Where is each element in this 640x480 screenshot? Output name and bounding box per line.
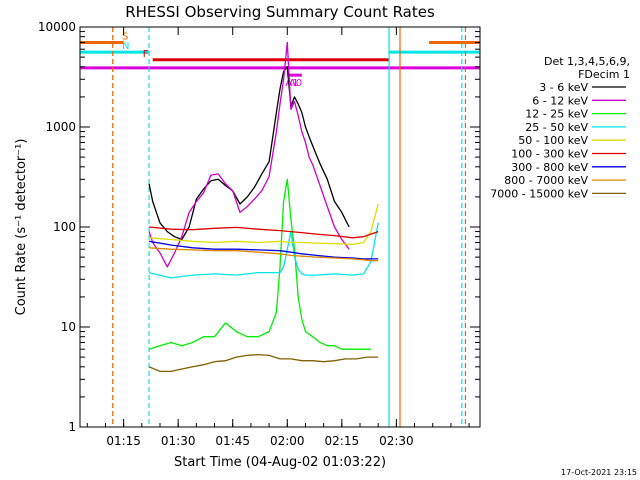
x-tick-label-2: 01:45 xyxy=(215,434,250,448)
state-label-n: N xyxy=(122,41,129,52)
legend-label-3: 25 - 50 keV xyxy=(525,121,588,134)
y-tick-label-0: 1 xyxy=(68,420,76,434)
x-axis-label: Start Time (04-Aug-02 01:03:22) xyxy=(174,455,386,470)
series-line-8 xyxy=(148,353,379,373)
series-line-1 xyxy=(148,41,350,268)
attenuator-lines xyxy=(112,27,467,427)
y-tick-label-3: 1000 xyxy=(45,120,76,134)
legend-header-decim: FDecim 1 xyxy=(578,68,630,81)
series-line-4 xyxy=(149,203,379,246)
x-tick-label-3: 02:00 xyxy=(270,434,305,448)
y-tick-label-2: 100 xyxy=(53,220,76,234)
y-axis-label: Count Rate (s⁻¹ detector⁻¹) xyxy=(14,139,29,316)
x-tick-label-4: 02:15 xyxy=(325,434,360,448)
axis-ticks xyxy=(80,26,480,428)
state-label-s: S xyxy=(122,31,128,42)
legend-label-8: 7000 - 15000 keV xyxy=(490,187,588,200)
y-tick-label-4: 10000 xyxy=(38,20,76,34)
axis-tick-labels: 01:15 01:30 01:45 02:00 02:15 02:30 1 10 100 1000… xyxy=(38,20,414,448)
legend-header-detectors: Det 1,3,4,5,6,9, xyxy=(544,55,630,68)
state-label-a1: A1 xyxy=(285,78,298,89)
series-line-6 xyxy=(148,240,379,260)
chart-title: RHESSI Observing Summary Count Rates xyxy=(125,3,435,21)
legend-label-4: 50 - 100 keV xyxy=(518,134,588,147)
state-label-a0: A0 xyxy=(289,78,302,89)
series-line-0 xyxy=(148,66,350,241)
generated-timestamp: 17-Oct-2021 23:15 xyxy=(561,468,637,477)
x-tick-label-1: 01:30 xyxy=(161,434,196,448)
x-tick-label-0: 01:15 xyxy=(106,434,141,448)
state-label-f: F xyxy=(143,49,149,60)
legend-label-6: 300 - 800 keV xyxy=(511,161,588,174)
legend-label-0: 3 - 6 keV xyxy=(539,81,588,94)
series-line-5 xyxy=(149,226,379,239)
series-line-2 xyxy=(148,178,371,350)
legend-label-7: 800 - 7000 keV xyxy=(504,174,588,187)
series-line-7 xyxy=(149,247,379,262)
x-tick-label-5: 02:30 xyxy=(379,434,414,448)
y-tick-label-1: 10 xyxy=(61,320,76,334)
legend-label-5: 100 - 300 keV xyxy=(511,148,588,161)
series-line-3 xyxy=(148,222,379,279)
series-group xyxy=(148,41,379,373)
legend-label-2: 12 - 25 keV xyxy=(525,108,588,121)
legend-label-1: 6 - 12 keV xyxy=(532,94,588,107)
